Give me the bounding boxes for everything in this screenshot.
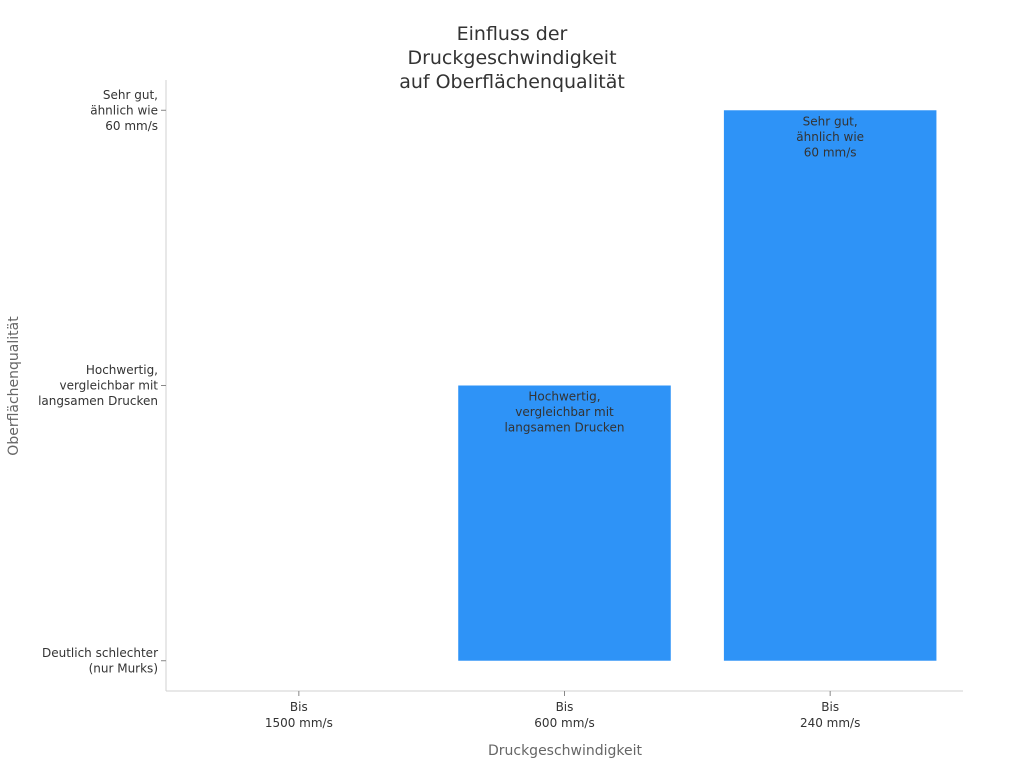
chart-title-line: auf Oberflächenqualität (399, 71, 625, 93)
x-tick-label: Bis (290, 700, 308, 714)
chart-title-line: Einfluss der (457, 23, 568, 45)
chart-title-line: Druckgeschwindigkeit (407, 47, 616, 69)
y-tick-label: langsamen Drucken (38, 394, 158, 408)
y-tick-label: ähnlich wie (90, 103, 158, 117)
y-tick-label: Hochwertig, (86, 363, 158, 377)
data-label: vergleichbar mit (515, 405, 614, 419)
y-tick-label: (nur Murks) (89, 661, 158, 675)
data-label: Sehr gut, (803, 114, 858, 128)
x-tick-label: 240 mm/s (800, 716, 860, 730)
y-tick-label: Sehr gut, (103, 88, 158, 102)
bar (723, 110, 937, 661)
x-tick-label: Bis (556, 700, 574, 714)
data-label: 60 mm/s (804, 145, 857, 159)
x-tick-label: Bis (821, 700, 839, 714)
y-axis-label: Oberflächenqualität (6, 316, 22, 456)
data-label: ähnlich wie (796, 130, 864, 144)
y-tick-label: vergleichbar mit (59, 379, 158, 393)
y-tick-label: 60 mm/s (105, 119, 158, 133)
x-tick-label: 1500 mm/s (265, 716, 333, 730)
data-label: Hochwertig, (528, 390, 600, 404)
x-tick-label: 600 mm/s (534, 716, 594, 730)
y-tick-label: Deutlich schlechter (42, 646, 158, 660)
bar (458, 385, 671, 661)
x-axis-label: Druckgeschwindigkeit (488, 743, 643, 759)
data-label: langsamen Drucken (505, 421, 625, 435)
